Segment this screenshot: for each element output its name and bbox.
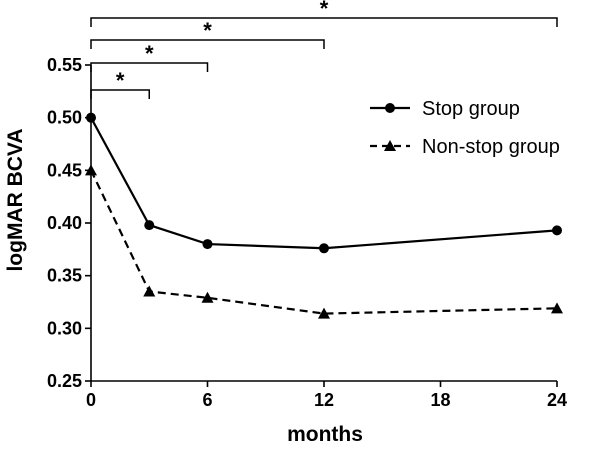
data-point-non-stop-group: [201, 291, 214, 303]
significance-star: *: [145, 41, 154, 66]
data-point-non-stop-group: [551, 302, 563, 314]
legend: Stop group Non-stop group: [370, 98, 560, 158]
y-tick-label: 0.55: [47, 55, 82, 75]
data-point-stop-group: [86, 112, 96, 123]
data-point-stop-group: [319, 243, 329, 254]
series-line-non-stop-group: [90, 169, 558, 315]
y-tick-label: 0.30: [47, 318, 82, 338]
y-axis-title: logMAR BCVA: [4, 128, 27, 271]
y-tick-label: 0.35: [47, 266, 82, 286]
significance-bracket: [90, 17, 558, 27]
y-tick-label: 0.40: [47, 213, 82, 233]
series-markers: [85, 112, 563, 319]
legend-marker-triangle-icon: [384, 140, 396, 151]
x-tick-label: 0: [86, 390, 96, 410]
data-point-stop-group: [144, 220, 155, 231]
tick-marks: 0.25 0.30 0.35 0.40 0.45 0.50 0.55 0 6 12 18 24: [47, 55, 567, 410]
x-tick-label: 6: [202, 390, 212, 410]
legend-item-stop-group: Stop group: [370, 98, 520, 120]
x-tick-label: 18: [430, 390, 450, 410]
significance-star: *: [320, 0, 329, 21]
legend-label-stop-group: Stop group: [422, 98, 520, 120]
y-tick-label: 0.25: [47, 371, 82, 391]
significance-star: *: [203, 18, 212, 43]
data-point-non-stop-group: [143, 285, 156, 297]
data-point-non-stop-group: [85, 164, 97, 176]
legend-label-non-stop-group: Non-stop group: [422, 136, 560, 158]
legend-marker-circle-icon: [385, 103, 395, 113]
data-point-stop-group: [202, 239, 213, 250]
data-point-non-stop-group: [318, 307, 330, 319]
y-tick-label: 0.45: [47, 160, 82, 180]
significance-bracket: [90, 39, 325, 49]
significance-star: *: [116, 68, 125, 93]
x-tick-label: 24: [547, 390, 567, 410]
x-axis-title: months: [287, 423, 363, 446]
legend-item-non-stop-group: Non-stop group: [370, 136, 560, 158]
x-tick-label: 12: [314, 390, 334, 410]
significance-brackets: * * * *: [90, 0, 558, 99]
y-tick-label: 0.50: [47, 108, 82, 128]
data-point-stop-group: [552, 225, 562, 236]
